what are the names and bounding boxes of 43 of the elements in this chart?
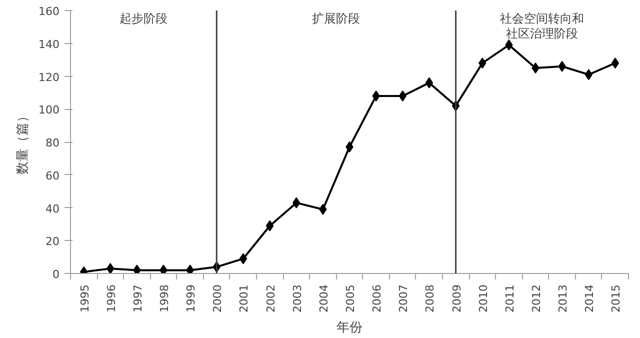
x-tick-label: 1996 bbox=[104, 284, 118, 312]
x-tick-label: 2005 bbox=[344, 284, 357, 312]
point bbox=[106, 263, 114, 274]
point bbox=[239, 253, 248, 264]
y-axis-title: 数量（篇） bbox=[16, 110, 31, 174]
x-tick-label: 2002 bbox=[264, 284, 278, 312]
point bbox=[133, 264, 141, 274]
x-tick-label: 2010 bbox=[476, 284, 490, 312]
annotation: 起步阶段 bbox=[120, 12, 168, 26]
x-tick-label: 2007 bbox=[397, 284, 410, 312]
point bbox=[611, 58, 620, 69]
x-tick-label: 2015 bbox=[610, 284, 623, 312]
point bbox=[266, 220, 274, 232]
y-tick-label: 20 bbox=[46, 235, 60, 248]
x-axis-title: 年份 bbox=[336, 320, 362, 336]
x-tick-label: 2014 bbox=[583, 284, 596, 312]
x-tick-label: 2004 bbox=[317, 284, 330, 312]
x-tick-label: 2006 bbox=[370, 284, 384, 312]
annotation: 扩展阶段 bbox=[312, 12, 360, 26]
point bbox=[186, 264, 194, 274]
point bbox=[160, 264, 168, 274]
x-tick-label: 2000 bbox=[211, 284, 224, 312]
annotation: 社会空间转向和社区治理阶段 bbox=[500, 12, 584, 40]
x-tick-label: 2009 bbox=[450, 284, 464, 312]
x-tick-label: 1997 bbox=[131, 284, 144, 312]
y-tick-label: 100 bbox=[38, 104, 60, 117]
x-tick-label: 1999 bbox=[184, 284, 198, 312]
x-tick-label: 2013 bbox=[556, 284, 570, 312]
x-tick-label: 1995 bbox=[78, 284, 92, 312]
point bbox=[425, 77, 434, 88]
y-tick-label: 80 bbox=[46, 136, 60, 150]
x-tick-label: 2001 bbox=[238, 284, 251, 312]
y-tick-label: 140 bbox=[38, 38, 60, 51]
x-tick-label: 2012 bbox=[530, 284, 543, 312]
y-tick-label: 60 bbox=[46, 169, 60, 182]
x-tick-label: 2003 bbox=[290, 284, 304, 312]
y-tick-label: 160 bbox=[38, 5, 60, 18]
y-tick-label: 40 bbox=[46, 202, 60, 216]
x-tick-label: 2008 bbox=[424, 284, 437, 312]
x-tick-label: 2011 bbox=[503, 284, 516, 312]
x-tick-label: 1998 bbox=[158, 284, 171, 312]
y-tick-label: 120 bbox=[38, 70, 60, 84]
y-tick-label: 0 bbox=[52, 268, 60, 281]
